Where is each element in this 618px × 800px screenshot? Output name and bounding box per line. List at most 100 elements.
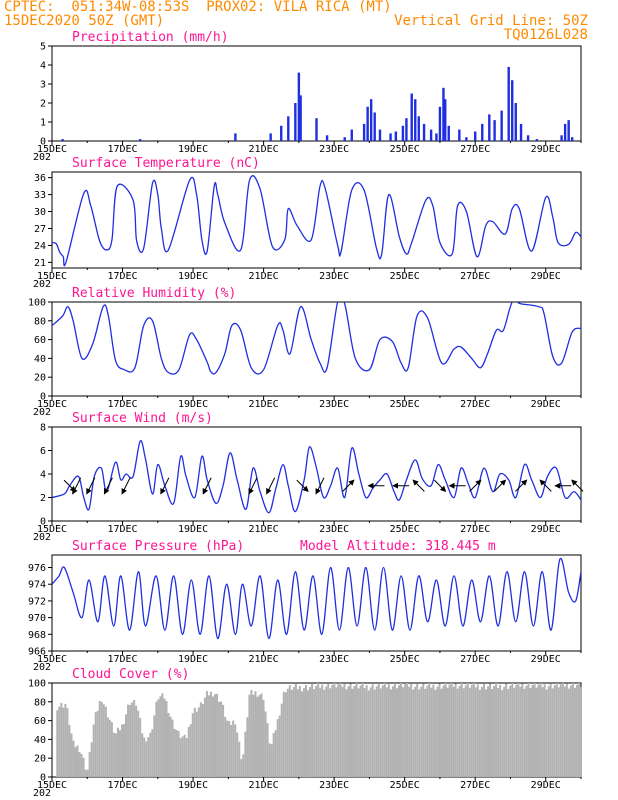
pressure-xtick-label: 23DEC: [319, 654, 349, 665]
cloud-bar: [228, 720, 231, 777]
cloud-bar: [106, 717, 109, 777]
cloud-bar: [549, 683, 552, 777]
cloud-bar: [521, 683, 524, 777]
cloud-bar: [373, 689, 376, 777]
cloud-bar: [420, 686, 423, 777]
grid-line-note: Vertical Grid Line: 50Z: [394, 13, 588, 29]
cloud-bar: [509, 685, 512, 777]
cloud-bar: [159, 696, 162, 777]
cloud-bar: [511, 683, 514, 777]
cloud-bar: [563, 686, 566, 777]
rh-xtick-label: 15DEC: [37, 399, 67, 410]
cloud-bar: [311, 683, 314, 777]
cloud-bar: [199, 702, 202, 777]
precip-bar: [369, 99, 373, 141]
cloud-bar: [118, 730, 121, 777]
cloud-bar: [391, 686, 394, 777]
cloud-bar: [246, 717, 249, 777]
cloud-bar: [347, 686, 350, 777]
cloud-bar: [290, 689, 293, 777]
rh-ytick-label: 80: [34, 316, 46, 327]
cloud-bar: [305, 685, 308, 777]
cloud-bar: [278, 715, 281, 777]
precip-year-stub: 202: [33, 152, 51, 163]
precip-bar: [507, 66, 510, 141]
rh-ytick-label: 0: [40, 392, 46, 403]
cloud-bar: [256, 696, 259, 777]
precip-bar: [287, 116, 290, 141]
cloud-xtick-label: 15DEC: [37, 780, 67, 791]
precip-xtick-label: 25DEC: [390, 144, 420, 155]
cloud-bar: [333, 683, 336, 777]
precip-bar: [401, 125, 405, 141]
pressure-ytick-label: 974: [28, 580, 46, 591]
wind-ytick-label: 0: [40, 517, 46, 528]
cloud-bar: [211, 696, 214, 777]
cloud-bar: [393, 683, 396, 777]
cloud-bar: [173, 728, 176, 777]
cloud-bar: [547, 686, 550, 777]
cloud-bar: [218, 701, 221, 777]
precip-xtick-label: 27DEC: [460, 144, 490, 155]
cloud-bar: [361, 683, 364, 777]
pressure-subtitle: Model Altitude: 318.445 m: [300, 539, 496, 554]
cloud-bar: [230, 724, 233, 777]
precip-ytick-label: 2: [40, 99, 46, 110]
cloud-bar: [527, 683, 530, 777]
pressure-ytick-label: 972: [28, 596, 46, 607]
cloud-bar: [410, 684, 413, 777]
wind-vector-arrow: [202, 477, 212, 495]
cloud-bar: [70, 733, 73, 777]
cloud-bar: [187, 727, 190, 777]
cloud-bar: [86, 769, 89, 777]
cloud-bar: [155, 701, 158, 777]
precip-bar: [366, 106, 369, 141]
cloud-bar: [153, 715, 156, 777]
cloud-bar: [414, 686, 417, 777]
cloud-bar: [418, 689, 421, 777]
cloud-bar: [331, 685, 334, 777]
cloud-bar: [72, 740, 75, 777]
cloud-bar: [286, 688, 289, 777]
temp-xtick-label: 27DEC: [460, 271, 490, 282]
cloud-bar: [56, 710, 59, 777]
cloud-bar: [580, 687, 582, 777]
cloud-bar: [307, 690, 310, 777]
precip-bar: [458, 129, 461, 141]
cloud-bar: [440, 688, 443, 777]
wind-ytick-label: 2: [40, 493, 46, 504]
rh-xtick-label: 21DEC: [249, 399, 279, 410]
precip-title: Precipitation (mm/h): [72, 30, 229, 45]
precip-ytick-label: 4: [40, 61, 46, 72]
temp-title: Surface Temperature (nC): [72, 156, 260, 171]
cloud-bar: [171, 719, 174, 777]
cloud-bar: [379, 688, 382, 777]
cloud-bar: [363, 688, 366, 777]
cloud-bar: [478, 689, 481, 777]
cloud-bar: [517, 683, 520, 777]
cloud-bar: [201, 703, 204, 777]
precip-bar: [297, 72, 301, 141]
temp-xtick-label: 23DEC: [319, 271, 349, 282]
precip-bar: [315, 118, 318, 141]
cloud-bar: [454, 683, 457, 777]
wind-vector-arrow: [342, 479, 355, 492]
cloud-bar: [482, 684, 485, 777]
cloud-bar: [270, 744, 273, 777]
cloud-bar: [90, 742, 93, 777]
cloud-bar: [98, 700, 101, 777]
pressure-ytick-label: 966: [28, 647, 46, 658]
cloud-bar: [367, 690, 370, 777]
precip-bar: [474, 131, 477, 141]
cloud-bar: [74, 747, 77, 777]
wind-xtick-label: 21DEC: [249, 524, 279, 535]
temp-ytick-label: 33: [34, 190, 46, 201]
cloud-bar: [274, 730, 277, 777]
precip-bar: [429, 129, 433, 141]
temp-series-line: [52, 175, 581, 267]
cloud-bar: [329, 688, 332, 777]
cloud-bar: [149, 732, 152, 777]
cloud-bar: [62, 707, 65, 777]
rh-ytick-label: 20: [34, 373, 46, 384]
